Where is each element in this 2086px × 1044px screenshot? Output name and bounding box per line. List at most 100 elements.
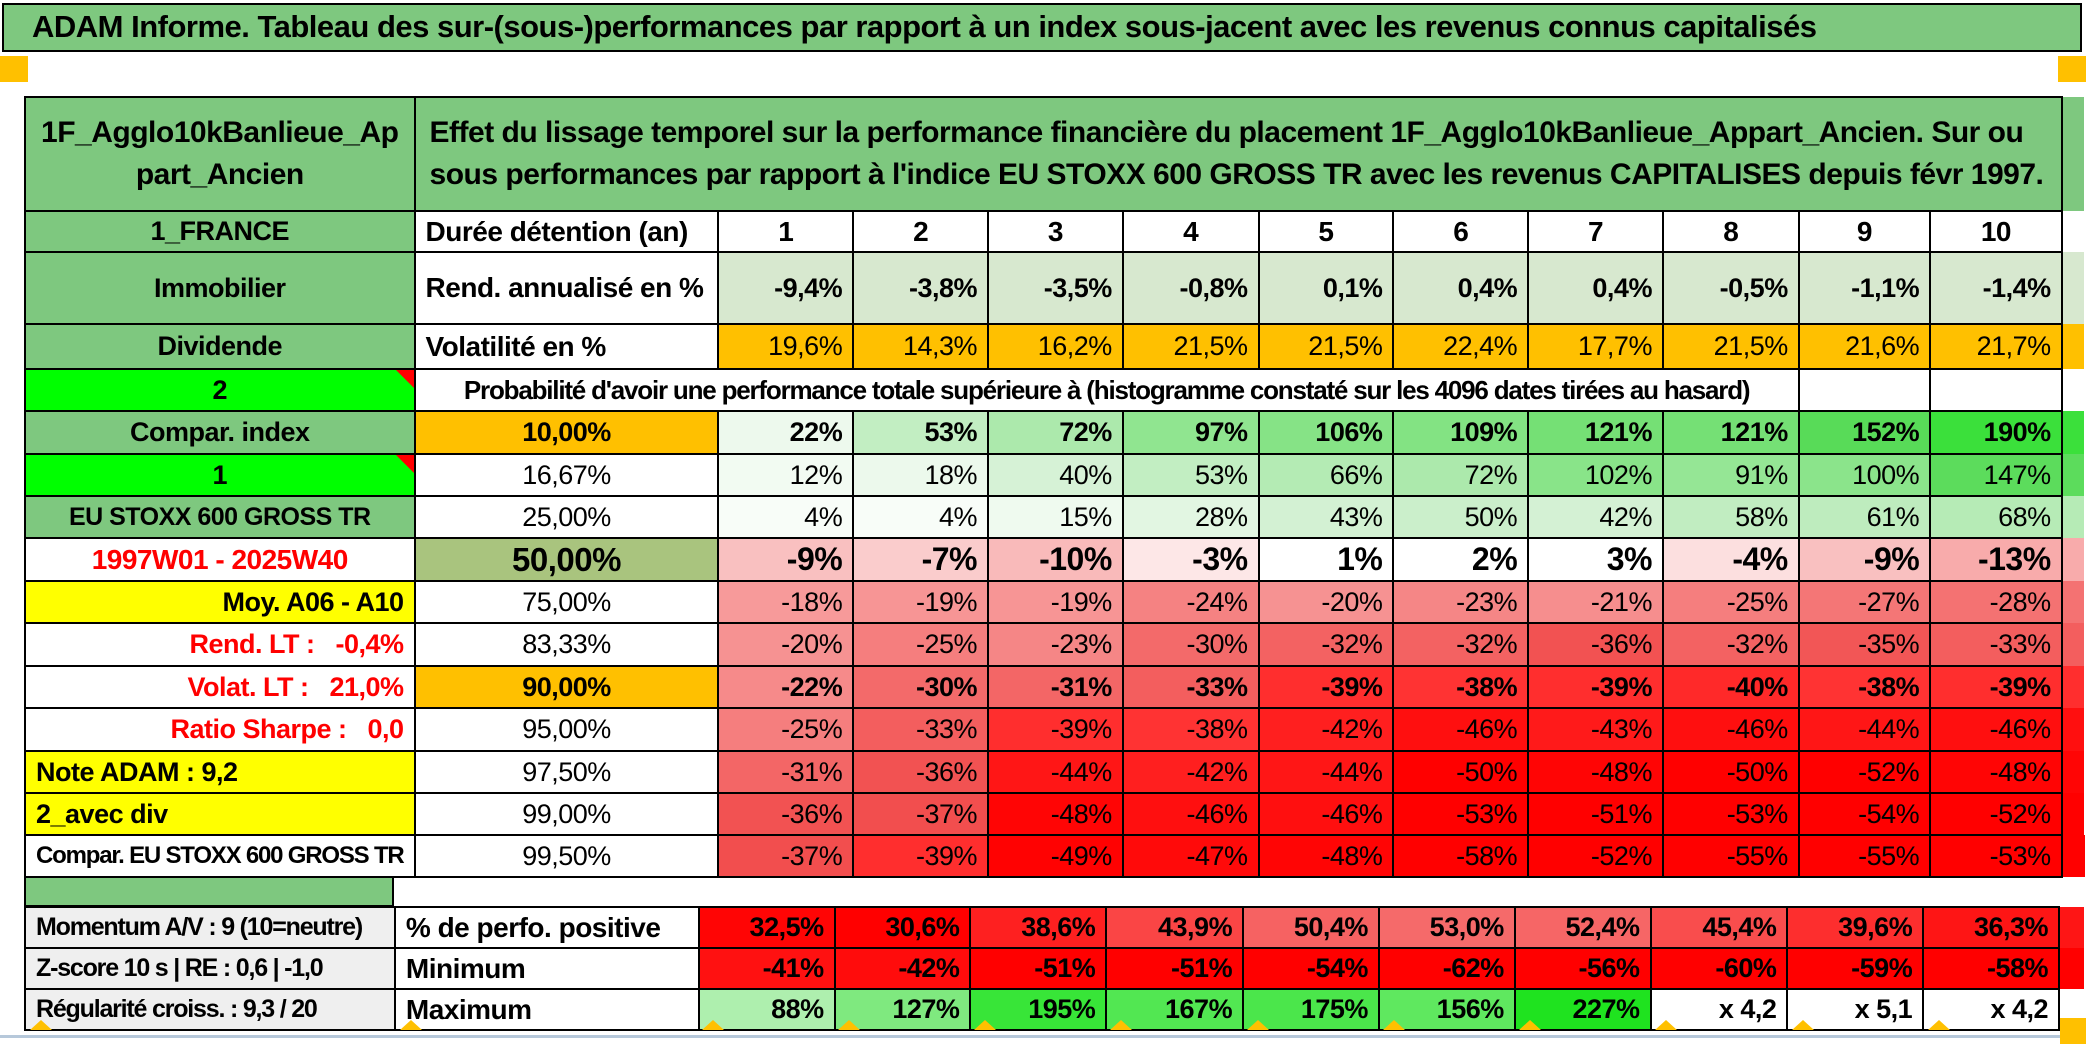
table-cell[interactable]: -0,5% xyxy=(1661,251,1800,325)
table-cell[interactable]: 58% xyxy=(1661,495,1800,539)
table-cell[interactable]: -4% xyxy=(1661,537,1800,582)
quantile-label[interactable]: 50,00% xyxy=(413,537,720,582)
table-cell[interactable]: 50,4% xyxy=(1242,906,1380,949)
table-cell[interactable]: -33% xyxy=(1929,622,2063,667)
description-cell[interactable]: Effet du lissage temporel sur la perform… xyxy=(413,96,2063,212)
table-cell[interactable]: 39,6% xyxy=(1786,906,1925,949)
table-cell[interactable]: 97% xyxy=(1121,410,1260,455)
table-cell[interactable]: 109% xyxy=(1392,410,1530,455)
metric-label[interactable]: Maximum xyxy=(393,988,700,1031)
table-cell[interactable]: -39% xyxy=(1527,665,1664,709)
table-cell[interactable]: -25% xyxy=(717,707,855,752)
table-cell[interactable]: -36% xyxy=(1527,622,1664,667)
table-cell[interactable]: 30,6% xyxy=(833,906,972,949)
metric-label[interactable]: Rend. annualisé en % xyxy=(413,251,720,325)
table-cell[interactable]: 18% xyxy=(852,453,989,497)
table-cell[interactable]: -42% xyxy=(1121,750,1260,794)
adam-score-label[interactable]: Note ADAM : 9,2 xyxy=(24,750,416,794)
quantile-label[interactable]: 97,50% xyxy=(413,750,720,794)
table-cell[interactable]: 72% xyxy=(1392,453,1530,497)
table-cell[interactable]: 14,3% xyxy=(852,323,989,370)
table-cell[interactable] xyxy=(1797,368,1932,412)
table-cell[interactable]: 72% xyxy=(987,410,1124,455)
table-cell[interactable]: -23% xyxy=(987,622,1124,667)
table-cell[interactable]: 53,0% xyxy=(1377,906,1516,949)
regularity-label[interactable]: Régularité croiss. : 9,3 / 20 xyxy=(24,988,396,1031)
table-cell[interactable]: -20% xyxy=(1257,580,1395,624)
table-cell[interactable]: -25% xyxy=(1661,580,1800,624)
table-cell[interactable]: -36% xyxy=(717,792,855,836)
table-cell[interactable]: -48% xyxy=(1929,750,2063,794)
table-cell[interactable]: 147% xyxy=(1929,453,2063,497)
table-cell[interactable]: 5 xyxy=(1257,210,1395,253)
table-cell[interactable]: -3,8% xyxy=(852,251,989,325)
table-cell[interactable]: 17,7% xyxy=(1527,323,1664,370)
table-cell[interactable]: -39% xyxy=(1257,665,1395,709)
table-cell[interactable]: -48% xyxy=(1527,750,1664,794)
table-cell[interactable]: -48% xyxy=(987,792,1124,836)
table-cell[interactable]: -21% xyxy=(1527,580,1664,624)
table-cell[interactable]: -54% xyxy=(1242,947,1380,990)
probability-title-cell[interactable]: Probabilité d'avoir une performance tota… xyxy=(413,368,1800,412)
table-cell[interactable]: -31% xyxy=(987,665,1124,709)
table-cell[interactable]: -55% xyxy=(1661,834,1800,878)
row-label[interactable]: 2 xyxy=(24,368,416,412)
table-cell[interactable]: 121% xyxy=(1661,410,1800,455)
table-cell[interactable]: -54% xyxy=(1797,792,1932,836)
table-cell[interactable]: -33% xyxy=(852,707,989,752)
country-label[interactable]: 1_FRANCE xyxy=(24,210,416,253)
table-cell[interactable]: 61% xyxy=(1797,495,1932,539)
table-cell[interactable]: 19,6% xyxy=(717,323,855,370)
quantile-label[interactable]: 99,50% xyxy=(413,834,720,878)
table-cell[interactable]: 4 xyxy=(1121,210,1260,253)
table-cell[interactable]: 2 xyxy=(852,210,989,253)
table-cell[interactable]: -19% xyxy=(987,580,1124,624)
table-cell[interactable]: -48% xyxy=(1257,834,1395,878)
table-cell[interactable]: 28% xyxy=(1121,495,1260,539)
table-cell[interactable]: 40% xyxy=(987,453,1124,497)
table-cell[interactable]: -58% xyxy=(1392,834,1530,878)
table-cell[interactable]: -28% xyxy=(1929,580,2063,624)
row-label[interactable]: 1 xyxy=(24,453,416,497)
table-cell[interactable]: 22,4% xyxy=(1392,323,1530,370)
table-cell[interactable]: -62% xyxy=(1377,947,1516,990)
table-cell[interactable]: 52,4% xyxy=(1513,906,1652,949)
table-cell[interactable]: 21,6% xyxy=(1797,323,1932,370)
row-label[interactable]: Compar. EU STOXX 600 GROSS TR xyxy=(24,834,416,878)
table-cell[interactable]: 16,2% xyxy=(987,323,1124,370)
table-cell[interactable]: -37% xyxy=(852,792,989,836)
quantile-label[interactable]: 25,00% xyxy=(413,495,720,539)
table-cell[interactable]: -30% xyxy=(852,665,989,709)
table-cell[interactable]: -32% xyxy=(1392,622,1530,667)
table-cell[interactable]: -51% xyxy=(1105,947,1245,990)
row-label[interactable]: 2_avec div xyxy=(24,792,416,836)
table-cell[interactable]: -42% xyxy=(833,947,972,990)
table-cell[interactable]: -10% xyxy=(987,537,1124,582)
table-cell[interactable]: -41% xyxy=(697,947,836,990)
lt-return-label[interactable]: Rend. LT : -0,4% xyxy=(24,622,416,667)
table-cell[interactable]: -22% xyxy=(717,665,855,709)
table-cell[interactable]: 3% xyxy=(1527,537,1664,582)
table-cell[interactable]: 0,4% xyxy=(1392,251,1530,325)
table-cell[interactable]: 38,6% xyxy=(969,906,1108,949)
table-cell[interactable]: -46% xyxy=(1121,792,1260,836)
table-cell[interactable]: -9% xyxy=(717,537,855,582)
table-cell[interactable]: -35% xyxy=(1797,622,1932,667)
table-cell[interactable]: -37% xyxy=(717,834,855,878)
table-cell[interactable]: 4% xyxy=(852,495,989,539)
table-cell[interactable]: -1,4% xyxy=(1929,251,2063,325)
table-cell[interactable]: -18% xyxy=(717,580,855,624)
table-cell[interactable]: 66% xyxy=(1257,453,1395,497)
table-cell[interactable]: -38% xyxy=(1121,707,1260,752)
table-cell[interactable]: 53% xyxy=(1121,453,1260,497)
table-cell[interactable] xyxy=(1929,368,2063,412)
table-cell[interactable]: -3,5% xyxy=(987,251,1124,325)
table-cell[interactable]: -40% xyxy=(1661,665,1800,709)
table-cell[interactable]: -38% xyxy=(1797,665,1932,709)
table-cell[interactable]: 8 xyxy=(1661,210,1800,253)
table-cell[interactable]: -52% xyxy=(1797,750,1932,794)
table-cell[interactable]: 68% xyxy=(1929,495,2063,539)
table-cell[interactable]: -51% xyxy=(969,947,1108,990)
row-label[interactable]: Immobilier xyxy=(24,251,416,325)
table-cell[interactable]: -23% xyxy=(1392,580,1530,624)
